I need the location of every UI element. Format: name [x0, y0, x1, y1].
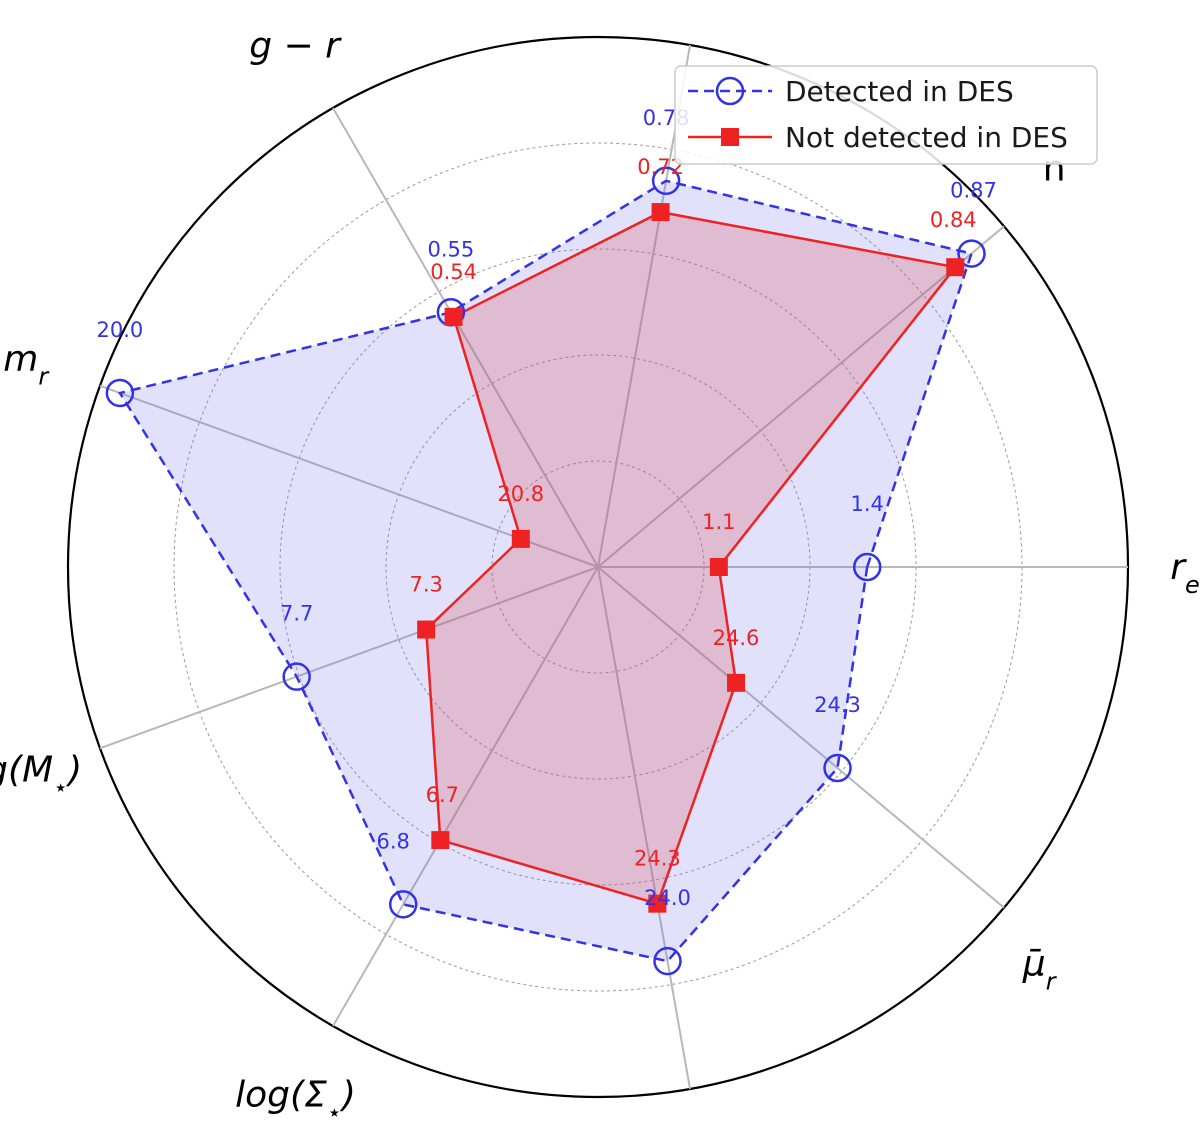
axis-label-reff: reff, g [1170, 547, 1200, 599]
point-detected-q [651, 166, 681, 196]
series-area-not-detected [424, 210, 958, 906]
value-label-not-detected-mubar: 24.6 [713, 626, 760, 650]
legend: Detected in DES Not detected in DES [674, 65, 1098, 165]
legend-label-detected: Detected in DES [785, 75, 1014, 108]
point-detected-n [957, 239, 986, 268]
value-label-detected-reff: 1.4 [850, 492, 883, 516]
value-label-detected-mu0g: 24.0 [644, 886, 691, 910]
axis-label-gr: g − r [249, 26, 342, 67]
radar-grid [66, 35, 1130, 1099]
value-label-not-detected-reff: 1.1 [702, 510, 735, 534]
point-not-detected-logM [417, 620, 436, 639]
axis-label-logSigma: log(Σ⋆) [235, 1074, 356, 1126]
point-not-detected-mubar [727, 673, 746, 692]
value-label-not-detected-mu0g: 24.3 [634, 847, 681, 871]
point-detected-logSigma [388, 890, 418, 919]
point-not-detected-n [946, 258, 965, 277]
value-label-not-detected-logSigma: 6.7 [426, 783, 459, 807]
axis-label-mu0g: μ0, g [670, 1132, 740, 1138]
value-label-detected-mr: 20.0 [97, 318, 144, 342]
axis-label-mubar: μ̄r [1022, 943, 1058, 995]
radar-series [105, 166, 986, 976]
value-label-detected-logSigma: 6.8 [376, 829, 409, 853]
legend-marker-detected [715, 76, 745, 106]
value-label-not-detected-gr: 0.54 [430, 260, 477, 284]
legend-label-not-detected: Not detected in DES [785, 121, 1068, 154]
point-not-detected-mu0g [648, 894, 667, 913]
value-label-not-detected-logM: 7.3 [409, 573, 442, 597]
point-detected-mubar [823, 753, 852, 783]
value-label-detected-mubar: 24.3 [814, 693, 861, 717]
point-not-detected-mr [511, 529, 530, 548]
point-not-detected-reff [709, 558, 728, 576]
spoke-n [597, 225, 1005, 568]
point-detected-reff [852, 552, 882, 582]
point-not-detected-gr [444, 307, 463, 326]
point-detected-mu0g [653, 946, 682, 976]
point-not-detected-logSigma [431, 831, 450, 850]
axis-label-logM: log(M⋆) [0, 750, 82, 802]
series-area-detected [117, 179, 974, 963]
spoke-mu0g [597, 566, 692, 1090]
value-label-not-detected-mr: 20.8 [497, 482, 544, 506]
point-not-detected-q [651, 203, 670, 222]
spoke-logM [99, 566, 599, 750]
value-label-detected-n: 0.87 [950, 179, 997, 203]
point-detected-mr [105, 378, 135, 408]
spoke-logSigma [332, 566, 599, 1027]
legend-marker-not-detected [721, 128, 739, 146]
spoke-gr [332, 107, 599, 568]
point-detected-logM [282, 662, 311, 691]
value-label-detected-gr: 0.55 [428, 237, 475, 261]
value-label-detected-logM: 7.7 [280, 602, 313, 626]
spoke-mubar [597, 566, 1005, 909]
value-label-not-detected-n: 0.84 [930, 208, 977, 232]
axis-label-mr: mr [3, 338, 50, 390]
legend-box [674, 65, 1098, 165]
